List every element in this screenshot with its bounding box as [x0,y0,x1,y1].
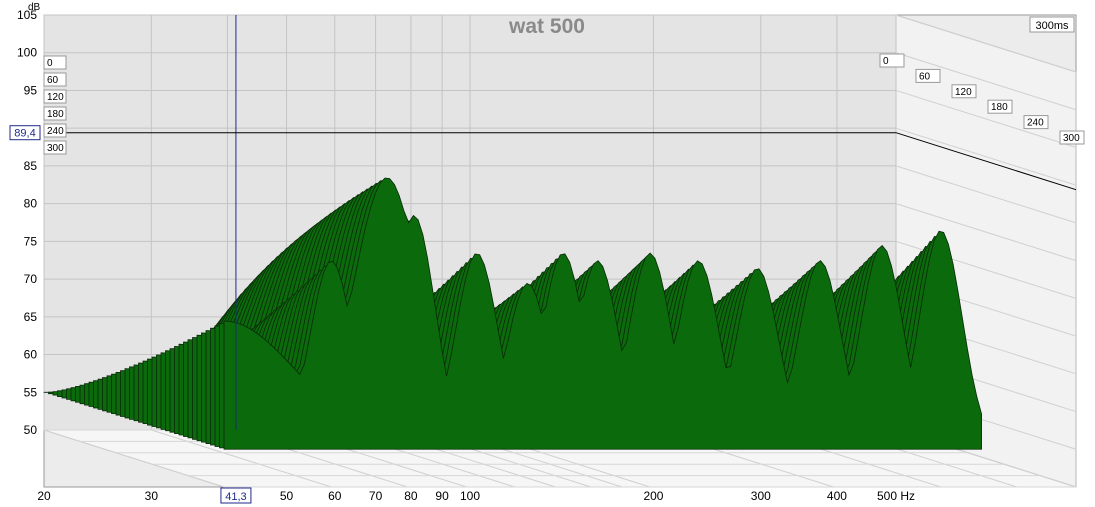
cursor-y-readout-box [9,125,41,141]
y-tick-label: 60 [24,348,38,362]
time-slice-label-right: 300 [1063,133,1080,144]
x-tick-label: 20 [37,489,51,503]
time-slice-label: 300 [47,143,64,154]
y-tick-label: 85 [24,159,38,173]
x-tick-label: 500 Hz [877,489,915,503]
time-slice-box-right [987,99,1013,114]
time-slice-box [43,72,67,87]
floor-grid-line [43,429,225,488]
time-slice-box [43,106,67,121]
y-tick-label: 80 [24,197,38,211]
cursor-x-readout-box [220,487,252,504]
time-slice-label: 240 [47,126,64,137]
time-slice-box-right [879,53,905,68]
time-slice-label-right: 180 [991,102,1008,113]
cursor-x-readout: 41,3 [225,491,246,503]
y-tick-label: 75 [24,234,38,248]
x-tick-label: 200 [643,489,663,503]
cursor-horizontal-side [895,132,1077,191]
cursor-y-readout: 89,4 [14,128,35,140]
x-tick-label: 300 [751,489,771,503]
cursor-lines [44,15,1077,430]
x-tick-label: 90 [435,489,449,503]
time-slice-label: 0 [47,58,53,69]
time-slice-label: 180 [47,109,64,120]
waterfall-slice [223,177,983,450]
axis-labels: dB 50 55 60 65 70 75 80 85 95 100 105 20 30 50 60 70 80 90… [9,2,1085,504]
time-slice-label-right: 0 [883,56,889,67]
time-slice-box [43,89,67,104]
time-slice-box-right [1023,115,1049,130]
time-slice-box-right [1059,130,1085,145]
y-tick-label: 100 [17,46,37,60]
y-tick-label: 65 [24,310,38,324]
y-tick-label: 95 [24,83,38,97]
chart-title: wat 500 [508,15,585,38]
time-unit-box [1029,16,1075,33]
x-tick-label: 30 [145,489,159,503]
side-grid-line [895,203,1077,262]
time-slice-label: 60 [47,75,59,86]
floor-grid-line [151,429,332,488]
time-slice-box [43,123,67,138]
x-tick-label: 70 [369,489,383,503]
x-tick-label: 400 [827,489,847,503]
side-grid-line [895,14,1077,73]
time-slice-label: 120 [47,92,64,103]
y-tick-label: 70 [24,272,38,286]
time-unit-label: 300ms [1035,20,1069,32]
x-tick-label: 50 [280,489,294,503]
time-slice-label-right: 60 [919,71,931,82]
time-slice-box [43,55,67,70]
y-tick-label: 50 [24,423,38,437]
y-tick-label: 55 [24,385,38,399]
x-tick-label: 80 [404,489,418,503]
x-tick-label: 100 [460,489,480,503]
time-slice-box-right [951,84,977,99]
time-slice-label-right: 240 [1027,118,1044,129]
side-grid-line [895,165,1077,224]
y-tick-label: 105 [17,8,37,22]
x-tick-label: 60 [328,489,342,503]
time-slice-box [43,140,67,155]
side-grid-line [895,127,1077,186]
time-slice-box-right [915,68,941,83]
side-grid-line [895,52,1077,111]
side-grid-line [895,89,1077,148]
waterfall-slices [43,177,983,450]
time-slice-label-right: 120 [955,87,972,98]
y-unit-label: dB [28,2,41,13]
